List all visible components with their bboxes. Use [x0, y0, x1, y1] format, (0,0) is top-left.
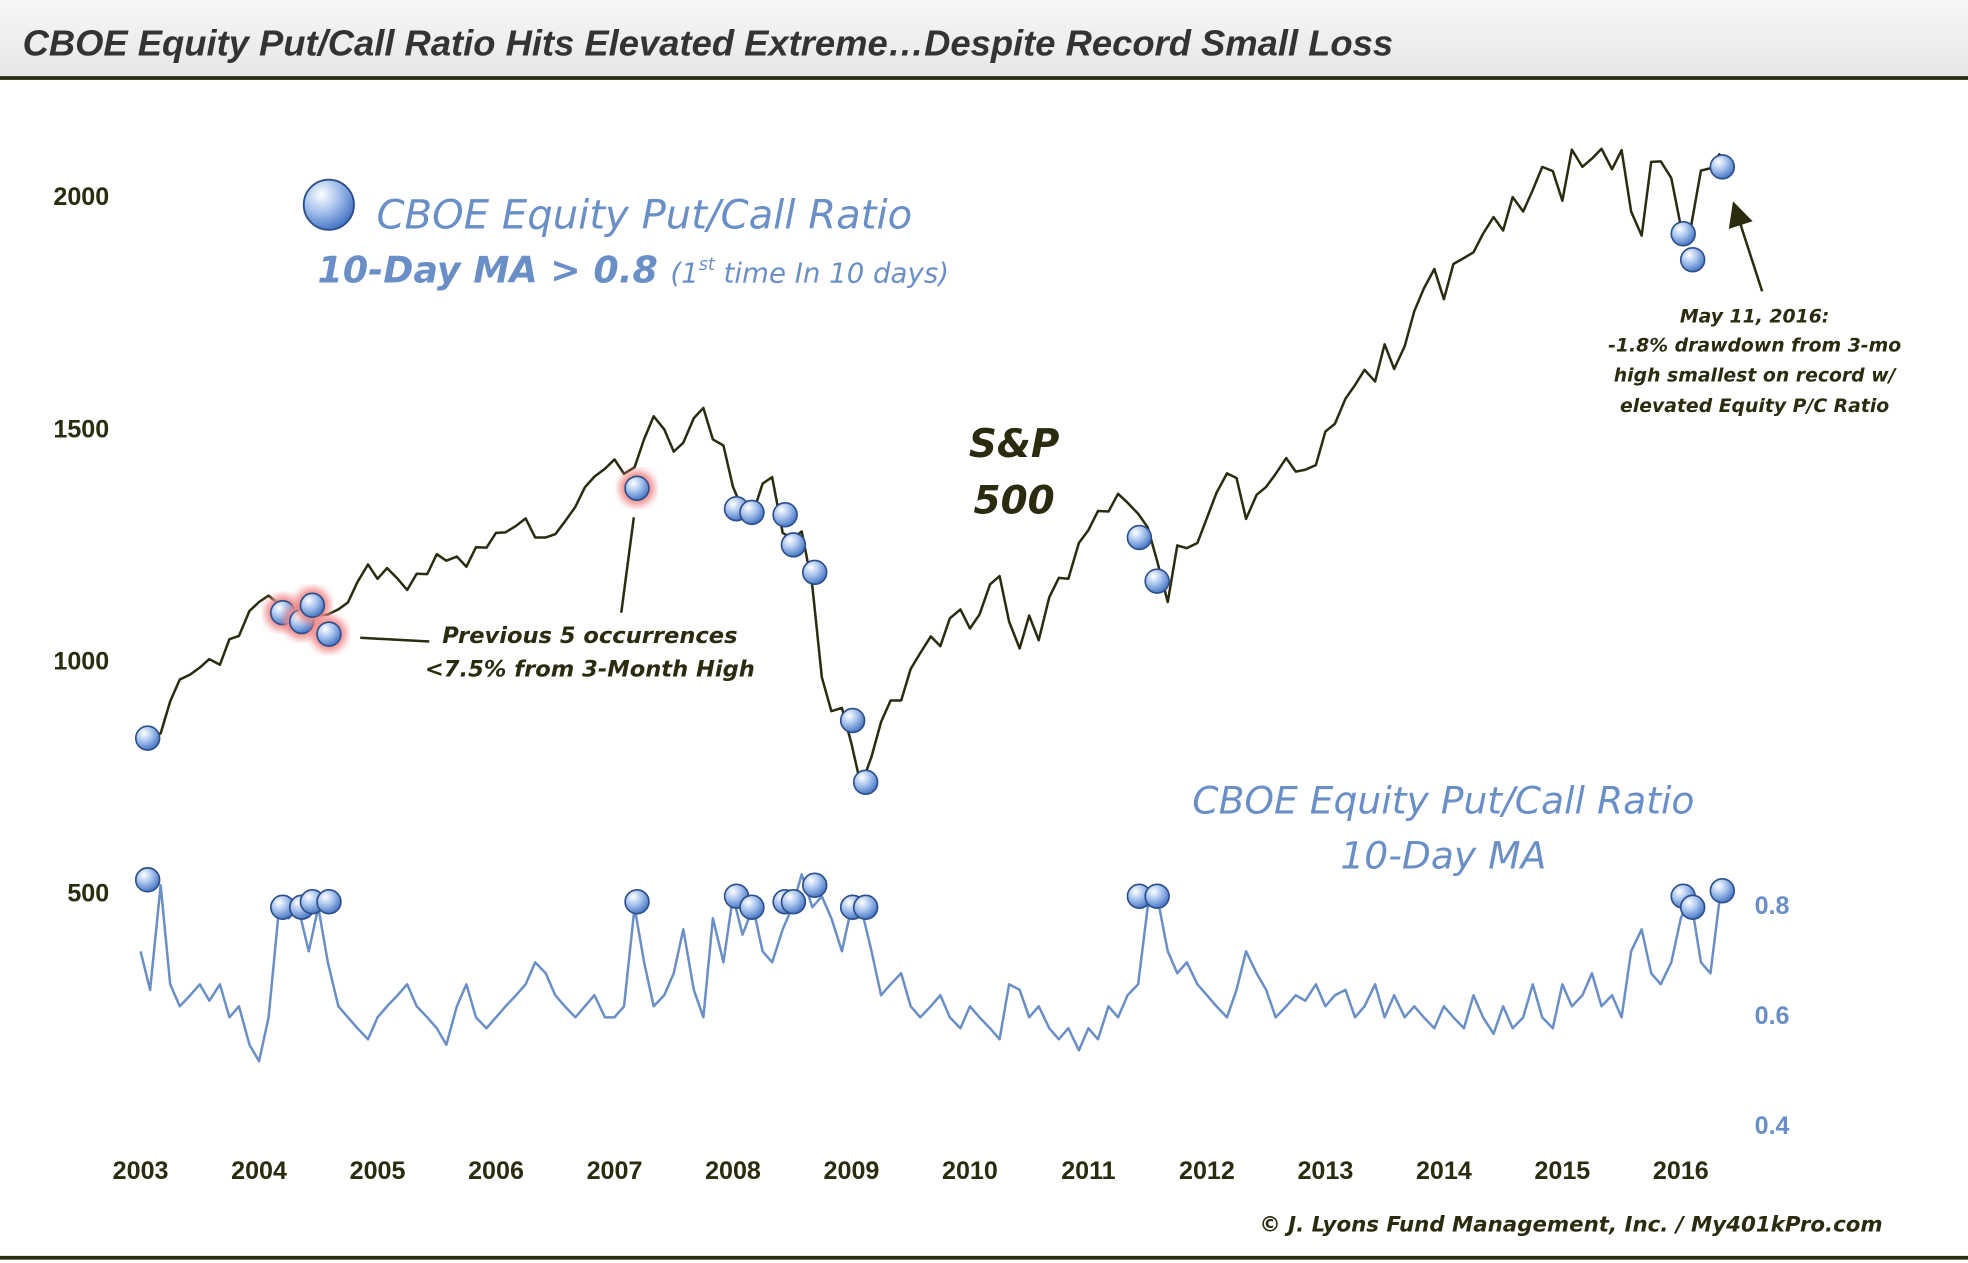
signal-marker	[839, 707, 866, 734]
signal-marker	[316, 889, 342, 915]
signal-marker	[852, 769, 879, 795]
signal-marker	[1709, 154, 1736, 180]
y-tick-label: 1500	[53, 415, 109, 443]
signal-marker	[1126, 524, 1153, 551]
signal-marker	[299, 592, 326, 619]
signal-marker	[624, 475, 650, 502]
x-tick-label: 2014	[1416, 1157, 1472, 1185]
annotation: S&P	[969, 422, 1059, 467]
signal-marker	[134, 867, 161, 893]
signal-marker	[1679, 894, 1706, 921]
callout-line	[620, 517, 636, 613]
signal-marker	[772, 501, 798, 528]
x-tick-label: 2003	[113, 1157, 169, 1185]
annotation: CBOE Equity Put/Call Ratio	[1192, 778, 1694, 822]
x-tick-label: 2015	[1534, 1157, 1590, 1185]
y-tick-label: 2000	[53, 183, 109, 211]
legend-icon	[302, 178, 355, 231]
x-tick-label: 2011	[1061, 1157, 1115, 1185]
x-tick-label: 2006	[468, 1157, 524, 1185]
title-bar	[0, 0, 1968, 79]
annotation: 10-Day MA	[1340, 834, 1546, 878]
signal-marker	[1679, 247, 1706, 273]
signal-marker	[739, 894, 765, 921]
x-tick-label: 2013	[1297, 1157, 1353, 1185]
callout-arrow	[1728, 201, 1764, 292]
x-tick-label: 2004	[231, 1157, 287, 1185]
signal-marker	[1709, 878, 1736, 904]
x-tick-label: 2005	[350, 1157, 406, 1185]
x-tick-label: 2007	[587, 1157, 643, 1185]
annotation: May 11, 2016:	[1680, 307, 1829, 328]
x-tick-label: 2012	[1179, 1157, 1235, 1185]
annotation: -1.8% drawdown from 3-mo	[1608, 336, 1901, 357]
signal-marker	[780, 532, 807, 558]
signal-marker	[134, 725, 161, 751]
x-tick-label: 2009	[824, 1157, 880, 1185]
annotation: CBOE Equity Put/Call Ratio	[377, 193, 913, 239]
callout-line	[360, 636, 430, 643]
annotation: 10-Day MA > 0.8	[318, 249, 658, 292]
annotation: st	[699, 255, 716, 275]
annotation: elevated Equity P/C Ratio	[1620, 396, 1889, 417]
annotation: time In 10 days)	[715, 257, 949, 290]
signal-marker	[1144, 568, 1170, 594]
annotation: Previous 5 occurrences	[442, 623, 737, 649]
signal-marker	[801, 872, 828, 899]
signal-marker	[1144, 883, 1170, 910]
plot-area: 500 1000 1500 2000 0.4 0.6 0.8 2003 2004 2005 2006…	[53, 147, 1790, 1185]
x-tick-label: 2010	[942, 1157, 998, 1185]
signal-marker	[316, 621, 342, 647]
series-line	[139, 147, 1722, 788]
y-tick-label: 500	[67, 880, 109, 908]
annotation: high smallest on record w/	[1614, 366, 1898, 387]
y2-tick-label: 0.6	[1755, 1002, 1790, 1030]
signal-marker	[801, 559, 828, 586]
annotation: (1	[670, 257, 698, 290]
signal-marker	[624, 889, 650, 915]
signal-marker	[1670, 221, 1696, 247]
annotation: 500	[974, 479, 1055, 524]
y2-tick-label: 0.4	[1755, 1112, 1790, 1140]
x-tick-label: 2008	[705, 1157, 761, 1185]
signal-marker	[852, 894, 879, 921]
annotation: <7.5% from 3-Month High	[425, 657, 755, 683]
y2-tick-label: 0.8	[1755, 892, 1790, 920]
y-tick-label: 1000	[53, 648, 109, 676]
signal-marker	[739, 499, 765, 526]
annotation: 10-Day MA > 0.8 (1st time In 10 days)	[318, 249, 949, 292]
source-note: © J. Lyons Fund Management, Inc. / My401…	[1259, 1212, 1882, 1237]
series-line	[139, 872, 1722, 1063]
x-tick-label: 2016	[1653, 1157, 1709, 1185]
signal-marker	[780, 889, 807, 915]
chart-title: CBOE Equity Put/Call Ratio Hits Elevated…	[23, 22, 1394, 63]
